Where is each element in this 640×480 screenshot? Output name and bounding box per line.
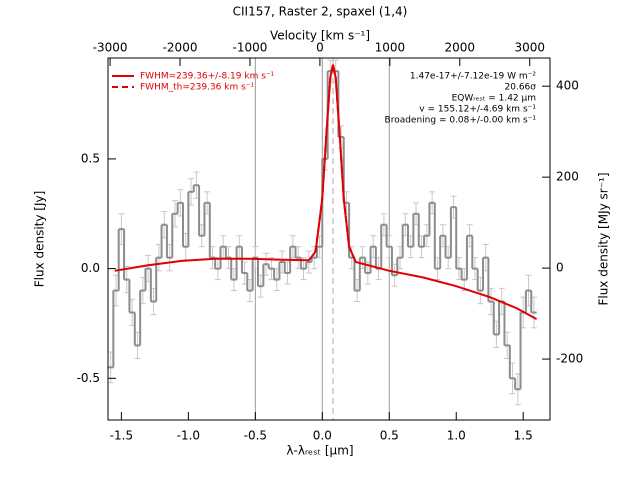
fit-line [114,64,538,320]
x2-tick-label: 2000 [445,41,476,55]
x-tick-label: -0.5 [244,429,267,443]
y-tick-label: 0.0 [81,261,100,275]
x-tick-label: -1.0 [177,429,200,443]
y-axis-label: Flux density [Jy] [33,191,47,288]
x2-tick-label: 0 [316,41,324,55]
y-tick-label: -0.5 [77,371,100,385]
x-tick-label: -1.5 [110,429,133,443]
x2-tick-label: -2000 [163,41,198,55]
chart-title: CII157, Raster 2, spaxel (1,4) [233,5,408,19]
annotation: v = 155.12+/-4.69 km s⁻¹ [419,105,536,115]
x-axis-label: λ-λᵣₑₛₜ [μm] [286,444,353,458]
y2-tick-label: 400 [556,79,579,93]
x2-tick-label: 1000 [375,41,406,55]
fit-line-dashed [314,64,357,263]
annotation: 1.47e-17+/-7.12e-19 W m⁻² [410,72,537,82]
x2-tick-label: 3000 [514,41,545,55]
x2-tick-label: -1000 [233,41,268,55]
x2-axis-label: Velocity [km s⁻¹] [270,29,370,43]
x2-tick-label: -3000 [93,41,128,55]
annotation: Broadening = 0.08+/-0.00 km s⁻¹ [385,116,537,126]
annotation: 20.66σ [505,83,537,93]
y2-axis-label: Flux density [MJy sr⁻¹] [597,172,611,305]
y2-tick-label: 0 [556,261,564,275]
x-tick-label: 1.0 [447,429,466,443]
legend-label: FWHM=239.36+/-8.19 km s⁻¹ [140,72,275,82]
x-tick-label: 1.5 [514,429,533,443]
y2-tick-label: -200 [556,352,583,366]
x-tick-label: 0.5 [380,429,399,443]
y-tick-label: 0.5 [81,151,100,165]
x-tick-label: 0.0 [313,429,332,443]
annotation: EQWᵣₑₛₜ = 1.42 μm [452,94,536,104]
plot-frame [107,57,551,421]
y2-tick-label: 200 [556,170,579,184]
legend-label: FWHM_th=239.36 km s⁻¹ [140,83,255,93]
